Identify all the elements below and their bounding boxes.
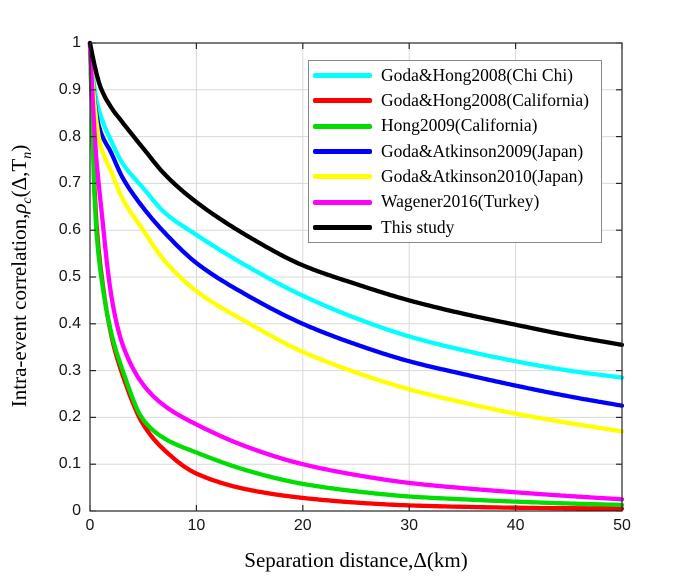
legend-label: Goda&Atkinson2009(Japan): [381, 140, 584, 161]
legend-line-sample: [313, 148, 372, 154]
legend-item: Wagener2016(Turkey): [309, 189, 601, 214]
tick-marks: [89, 42, 623, 512]
t-subscript: n: [20, 151, 35, 159]
x-axis-label: Separation distance,Δ(km): [244, 548, 468, 572]
y-tick-label: 0.6: [58, 221, 81, 239]
y-tick-label: 0.7: [58, 174, 81, 192]
x-tick-label: 30: [400, 517, 419, 534]
y-tick-label: 0.2: [58, 408, 81, 426]
curves: [87, 40, 624, 511]
x-tick-label: 20: [293, 517, 312, 534]
rho-subscript: c: [20, 197, 35, 204]
x-tick-label: 40: [506, 517, 525, 534]
legend-line-sample: [313, 224, 372, 230]
curve-4: [87, 40, 624, 434]
y-tick-label: 0.8: [58, 127, 81, 145]
legend-item: Hong2009(California): [309, 114, 601, 139]
x-tick-label: 0: [85, 517, 95, 534]
y-tick-label: 0.5: [58, 268, 81, 285]
y-tick-label: 0.3: [58, 361, 81, 379]
legend-label: This study: [381, 216, 455, 237]
legend-line-sample: [313, 174, 372, 180]
legend: Goda&Hong2008(Chi Chi) Goda&Hong2008(Cali…: [308, 60, 602, 243]
y-tick-label: 0.1: [58, 455, 81, 473]
curve-5: [87, 40, 624, 502]
y-tick-label: 0.4: [58, 314, 81, 332]
curve-1: [87, 40, 624, 511]
x-tick-label: 50: [613, 517, 631, 534]
legend-line-sample: [313, 123, 372, 129]
legend-label: Hong2009(California): [381, 115, 538, 136]
curve-2: [87, 40, 624, 508]
legend-item: Goda&Hong2008(Chi Chi): [309, 63, 601, 88]
legend-label: Wagener2016(Turkey): [381, 191, 540, 212]
legend-line-sample: [313, 98, 372, 104]
legend-item: Goda&Atkinson2009(Japan): [309, 139, 601, 164]
y-tick-label: 1: [72, 34, 81, 51]
y-tick-label: 0.9: [58, 80, 81, 98]
legend-item: Goda&Atkinson2010(Japan): [309, 164, 601, 189]
legend-line-sample: [313, 199, 372, 205]
curve-0: [87, 40, 624, 380]
legend-label: Goda&Atkinson2010(Japan): [381, 166, 584, 187]
legend-item: This study: [309, 215, 601, 240]
curve-6: [87, 40, 624, 348]
legend-label: Goda&Hong2008(California): [381, 90, 590, 111]
legend-label: Goda&Hong2008(Chi Chi): [381, 64, 574, 85]
legend-item: Goda&Hong2008(California): [309, 88, 601, 113]
curve-3: [87, 40, 624, 408]
x-tick-label: 10: [187, 517, 206, 534]
legend-line-sample: [313, 73, 372, 79]
y-tick-label: 0: [72, 502, 81, 519]
rho-symbol: ρ: [7, 203, 31, 214]
